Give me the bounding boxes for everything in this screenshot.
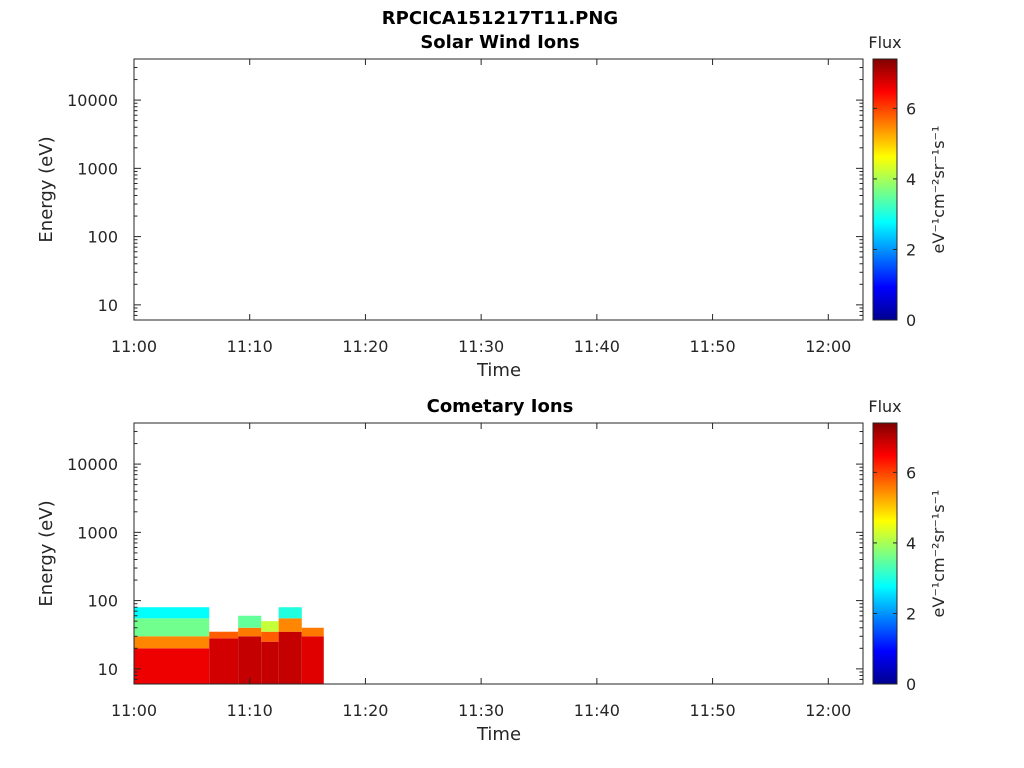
colorbar-tick-label: 0 (906, 675, 916, 694)
y-tick-label: 10 (98, 296, 118, 315)
x-tick-label: 12:00 (805, 701, 851, 720)
x-tick-label: 11:40 (574, 337, 620, 356)
heatmap-cell (134, 607, 210, 619)
colorbar-tick-label: 2 (906, 604, 916, 623)
heatmap-cell (301, 636, 324, 684)
y-axis-label: Energy (eV) (36, 500, 57, 606)
x-tick-label: 11:30 (458, 701, 504, 720)
colorbar-tick-label: 6 (906, 99, 916, 118)
y-tick-label: 1000 (77, 523, 118, 542)
y-axis-label: Energy (eV) (36, 136, 57, 242)
colorbar-title: Flux (868, 33, 901, 52)
x-axis-label: Time (476, 724, 521, 745)
heatmap-cell (261, 641, 279, 684)
colorbar-tick-label: 6 (906, 463, 916, 482)
x-tick-label: 11:50 (690, 337, 736, 356)
x-tick-label: 11:00 (111, 701, 157, 720)
colorbar (872, 422, 898, 685)
x-tick-label: 11:10 (227, 337, 273, 356)
heatmap-cell (238, 627, 262, 637)
x-axis-label: Time (476, 360, 521, 381)
heatmap-cell (301, 627, 324, 637)
plot-area-frame (133, 58, 864, 321)
heatmap-cells (134, 607, 324, 684)
colorbar-unit-label: eV⁻¹cm⁻²sr⁻¹s⁻¹ (929, 490, 948, 618)
x-tick-label: 11:20 (342, 337, 388, 356)
y-tick-label: 10 (98, 660, 118, 679)
heatmap-cell (278, 631, 302, 684)
heatmap-cell (261, 631, 279, 642)
colorbar-unit-label: eV⁻¹cm⁻²sr⁻¹s⁻¹ (929, 126, 948, 254)
y-tick-label: 1000 (77, 159, 118, 178)
y-tick-label: 100 (87, 228, 118, 247)
x-tick-label: 11:50 (690, 701, 736, 720)
x-tick-label: 12:00 (805, 337, 851, 356)
panel-solar-wind-ions: Solar Wind Ions 11:00 11:10 11:20 11:30 11:40… (36, 32, 948, 381)
x-tick-label: 11:00 (111, 337, 157, 356)
colorbar-tick-label: 4 (906, 534, 916, 553)
x-tick-label: 11:40 (574, 701, 620, 720)
y-tick-label: 10000 (67, 91, 118, 110)
heatmap-cell (134, 648, 210, 684)
plot-area-frame (133, 422, 864, 685)
heatmap-cell (238, 636, 262, 684)
panel-title: Cometary Ions (427, 396, 574, 417)
colorbar-tick-label: 4 (906, 170, 916, 189)
panel-title: Solar Wind Ions (420, 32, 579, 53)
x-tick-label: 11:20 (342, 701, 388, 720)
x-tick-label: 11:10 (227, 701, 273, 720)
heatmap-cell (278, 607, 302, 619)
heatmap-cell (238, 615, 262, 628)
y-tick-label: 10000 (67, 455, 118, 474)
colorbar-tick-label: 2 (906, 240, 916, 259)
panel-cometary-ions: Cometary Ions 11:00 11:10 11:20 11:30 11:40 11… (36, 396, 948, 745)
heatmap-cell (278, 618, 302, 632)
colorbar-tick-label: 0 (906, 311, 916, 330)
figure-title: RPCICA151217T11.PNG (382, 8, 618, 29)
heatmap-cell (209, 638, 239, 684)
y-tick-label: 100 (87, 592, 118, 611)
heatmap-cell (134, 618, 210, 637)
heatmap-cell (134, 636, 210, 649)
colorbar-title: Flux (868, 397, 901, 416)
heatmap-cell (209, 631, 239, 639)
heatmap-cell (261, 621, 279, 632)
x-tick-label: 11:30 (458, 337, 504, 356)
colorbar (872, 58, 898, 321)
